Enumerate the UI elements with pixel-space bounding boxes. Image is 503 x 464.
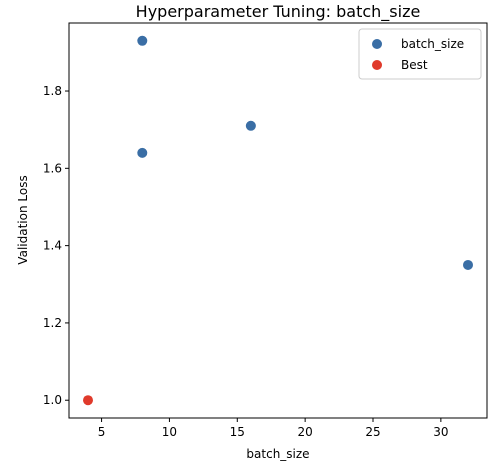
data-point xyxy=(137,35,148,46)
legend-label-batch-size: batch_size xyxy=(401,37,464,51)
data-point xyxy=(245,120,256,131)
y-tick-label: 1.2 xyxy=(43,316,62,330)
data-point xyxy=(137,147,148,158)
x-tick-label: 10 xyxy=(162,425,177,439)
data-point xyxy=(463,259,473,270)
x-tick-label: 25 xyxy=(365,425,380,439)
x-tick-label: 15 xyxy=(230,425,245,439)
legend-marker-best xyxy=(372,60,382,70)
y-axis-label: Validation Loss xyxy=(16,175,30,264)
y-tick-label: 1.8 xyxy=(43,84,62,98)
plot-area xyxy=(83,35,473,406)
chart-title: Hyperparameter Tuning: batch_size xyxy=(136,2,421,22)
x-axis: 5 10 15 20 25 30 xyxy=(98,418,448,439)
best-point xyxy=(83,395,93,406)
legend-box xyxy=(358,28,482,80)
x-tick-label: 30 xyxy=(433,425,448,439)
y-tick-label: 1.6 xyxy=(43,161,62,175)
legend-label-best: Best xyxy=(401,58,428,72)
legend: batch_size Best xyxy=(358,28,482,80)
y-axis: 1.0 1.2 1.4 1.6 1.8 xyxy=(43,84,69,407)
x-tick-label: 5 xyxy=(98,425,106,439)
x-axis-label: batch_size xyxy=(246,447,309,461)
plot-frame xyxy=(68,22,488,419)
x-tick-label: 20 xyxy=(298,425,313,439)
legend-marker-batch-size xyxy=(372,39,382,49)
y-tick-label: 1.4 xyxy=(43,239,62,253)
y-tick-label: 1.0 xyxy=(43,393,62,407)
